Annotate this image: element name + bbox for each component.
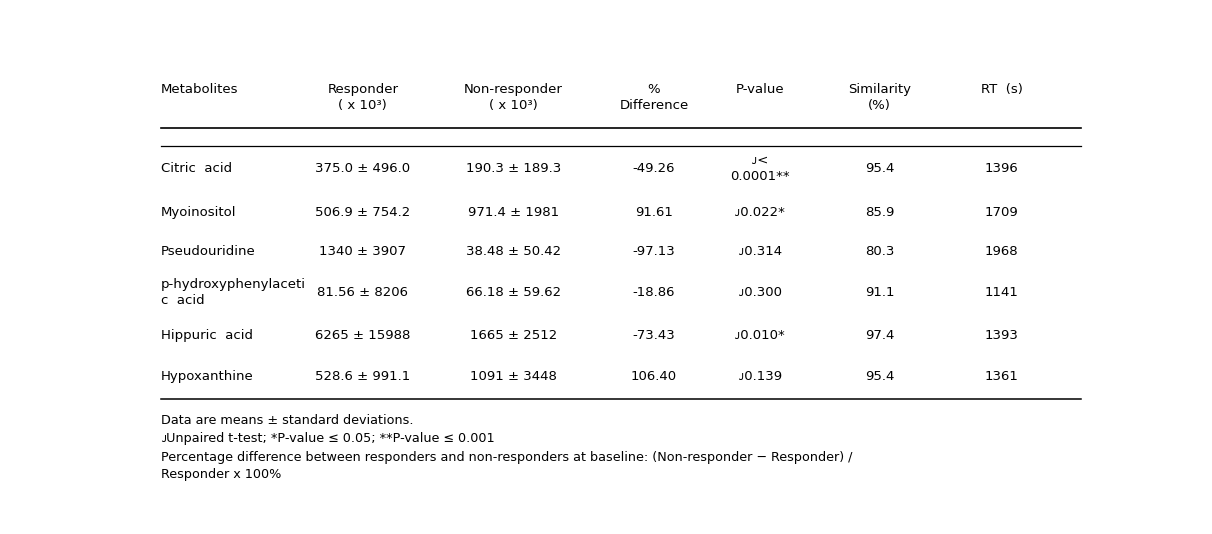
Text: Metabolites: Metabolites	[161, 83, 239, 96]
Text: 1393: 1393	[984, 329, 1018, 342]
Text: -73.43: -73.43	[633, 329, 675, 342]
Text: 528.6 ± 991.1: 528.6 ± 991.1	[315, 370, 411, 383]
Text: 95.4: 95.4	[865, 370, 894, 383]
Text: 1665 ± 2512: 1665 ± 2512	[469, 329, 556, 342]
Text: 66.18 ± 59.62: 66.18 ± 59.62	[465, 286, 561, 299]
Text: -49.26: -49.26	[633, 162, 675, 176]
Text: Myoinositol: Myoinositol	[161, 206, 236, 218]
Text: p-hydroxyphenylaceti
c  acid: p-hydroxyphenylaceti c acid	[161, 278, 305, 307]
Text: ᴊ0.300: ᴊ0.300	[738, 286, 782, 299]
Text: Citric  acid: Citric acid	[161, 162, 231, 176]
Text: 6265 ± 15988: 6265 ± 15988	[315, 329, 411, 342]
Text: 106.40: 106.40	[631, 370, 678, 383]
Text: ᴊ0.022*: ᴊ0.022*	[736, 206, 785, 218]
Text: 91.61: 91.61	[635, 206, 673, 218]
Text: Hippuric  acid: Hippuric acid	[161, 329, 253, 342]
Text: 971.4 ± 1981: 971.4 ± 1981	[468, 206, 559, 218]
Text: 1091 ± 3448: 1091 ± 3448	[470, 370, 556, 383]
Text: ᴊ0.139: ᴊ0.139	[738, 370, 782, 383]
Text: Percentage difference between responders and non-responders at baseline: (Non-re: Percentage difference between responders…	[161, 451, 852, 481]
Text: 95.4: 95.4	[865, 162, 894, 176]
Text: 1396: 1396	[984, 162, 1018, 176]
Text: 1968: 1968	[985, 245, 1018, 258]
Text: -18.86: -18.86	[633, 286, 675, 299]
Text: 81.56 ± 8206: 81.56 ± 8206	[318, 286, 408, 299]
Text: ᴊ0.314: ᴊ0.314	[738, 245, 782, 258]
Text: RT  (s): RT (s)	[981, 83, 1023, 96]
Text: 85.9: 85.9	[865, 206, 894, 218]
Text: 375.0 ± 496.0: 375.0 ± 496.0	[315, 162, 411, 176]
Text: 190.3 ± 189.3: 190.3 ± 189.3	[465, 162, 561, 176]
Text: -97.13: -97.13	[633, 245, 675, 258]
Text: Similarity
(%): Similarity (%)	[848, 83, 911, 112]
Text: Hypoxanthine: Hypoxanthine	[161, 370, 253, 383]
Text: 1709: 1709	[984, 206, 1018, 218]
Text: 1361: 1361	[984, 370, 1018, 383]
Text: 97.4: 97.4	[865, 329, 894, 342]
Text: 1141: 1141	[984, 286, 1018, 299]
Text: Data are means ± standard deviations.: Data are means ± standard deviations.	[161, 413, 413, 427]
Text: ᴊ<
0.0001**: ᴊ< 0.0001**	[731, 154, 790, 184]
Text: Non-responder
( x 10³): Non-responder ( x 10³)	[464, 83, 562, 112]
Text: 38.48 ± 50.42: 38.48 ± 50.42	[465, 245, 561, 258]
Text: Pseudouridine: Pseudouridine	[161, 245, 256, 258]
Text: %
Difference: % Difference	[619, 83, 688, 112]
Text: 506.9 ± 754.2: 506.9 ± 754.2	[315, 206, 411, 218]
Text: P-value: P-value	[736, 83, 784, 96]
Text: 80.3: 80.3	[865, 245, 894, 258]
Text: ᴊ0.010*: ᴊ0.010*	[736, 329, 785, 342]
Text: 1340 ± 3907: 1340 ± 3907	[319, 245, 406, 258]
Text: Responder
( x 10³): Responder ( x 10³)	[327, 83, 399, 112]
Text: 91.1: 91.1	[864, 286, 894, 299]
Text: ᴊUnpaired t-test; *P-value ≤ 0.05; **P-value ≤ 0.001: ᴊUnpaired t-test; *P-value ≤ 0.05; **P-v…	[161, 432, 494, 445]
